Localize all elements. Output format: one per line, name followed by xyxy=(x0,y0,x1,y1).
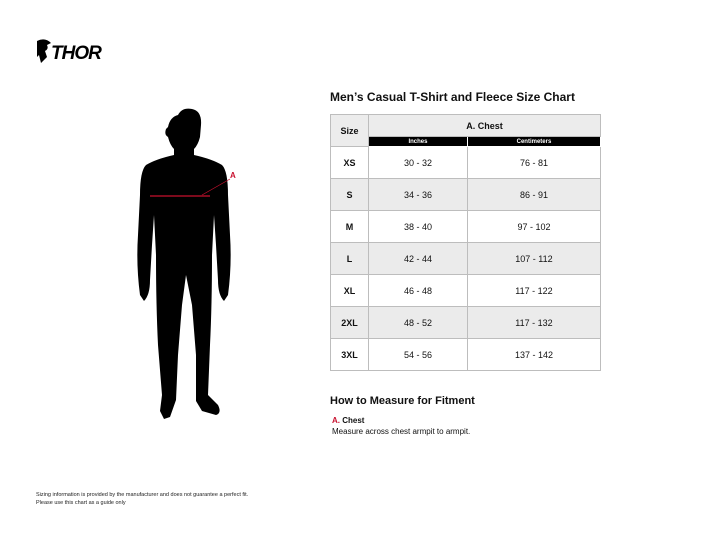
disclaimer-line: Please use this chart as a guide only xyxy=(36,500,126,506)
header-cm: Centimeters xyxy=(466,136,602,147)
header-chest: A. Chest xyxy=(368,114,601,137)
cell-size: L xyxy=(330,242,369,275)
table-row: XL 46 - 48 117 - 122 xyxy=(330,274,602,307)
svg-text:THOR: THOR xyxy=(51,43,102,64)
cell-cm: 137 - 142 xyxy=(466,338,602,371)
cell-inches: 46 - 48 xyxy=(368,274,468,307)
cell-size: 3XL xyxy=(330,338,369,371)
disclaimer-line: Sizing information is provided by the ma… xyxy=(36,492,249,498)
cell-size: S xyxy=(330,178,369,211)
measure-item-label: A. Chest xyxy=(332,416,364,425)
table-row: L 42 - 44 107 - 112 xyxy=(330,242,602,275)
measure-name: Chest xyxy=(342,416,365,425)
body-silhouette: A xyxy=(120,105,250,425)
chart-title: Men’s Casual T-Shirt and Fleece Size Cha… xyxy=(330,90,575,104)
measure-letter: A. xyxy=(332,416,340,425)
cell-cm: 97 - 102 xyxy=(466,210,602,243)
cell-inches: 34 - 36 xyxy=(368,178,468,211)
measure-description: Measure across chest armpit to armpit. xyxy=(332,427,471,436)
cell-inches: 54 - 56 xyxy=(368,338,468,371)
cell-inches: 30 - 32 xyxy=(368,146,468,179)
cell-size: 2XL xyxy=(330,306,369,339)
marker-label: A xyxy=(230,171,236,180)
header-inches: Inches xyxy=(368,136,468,147)
cell-cm: 117 - 122 xyxy=(466,274,602,307)
disclaimer: Sizing information is provided by the ma… xyxy=(36,491,248,507)
cell-inches: 48 - 52 xyxy=(368,306,468,339)
cell-inches: 38 - 40 xyxy=(368,210,468,243)
size-table: Size A. Chest Inches Centimeters XS 30 - … xyxy=(330,114,602,371)
cell-cm: 107 - 112 xyxy=(466,242,602,275)
header-size: Size xyxy=(330,114,369,147)
table-row: XS 30 - 32 76 - 81 xyxy=(330,146,602,179)
cell-size: M xyxy=(330,210,369,243)
thor-logo: THOR xyxy=(35,37,125,65)
table-row: 3XL 54 - 56 137 - 142 xyxy=(330,338,602,371)
cell-size: XS xyxy=(330,146,369,179)
table-row: M 38 - 40 97 - 102 xyxy=(330,210,602,243)
cell-size: XL xyxy=(330,274,369,307)
cell-cm: 76 - 81 xyxy=(466,146,602,179)
cell-cm: 117 - 132 xyxy=(466,306,602,339)
cell-inches: 42 - 44 xyxy=(368,242,468,275)
cell-cm: 86 - 91 xyxy=(466,178,602,211)
measure-title: How to Measure for Fitment xyxy=(330,395,475,407)
table-row: 2XL 48 - 52 117 - 132 xyxy=(330,306,602,339)
table-row: S 34 - 36 86 - 91 xyxy=(330,178,602,211)
